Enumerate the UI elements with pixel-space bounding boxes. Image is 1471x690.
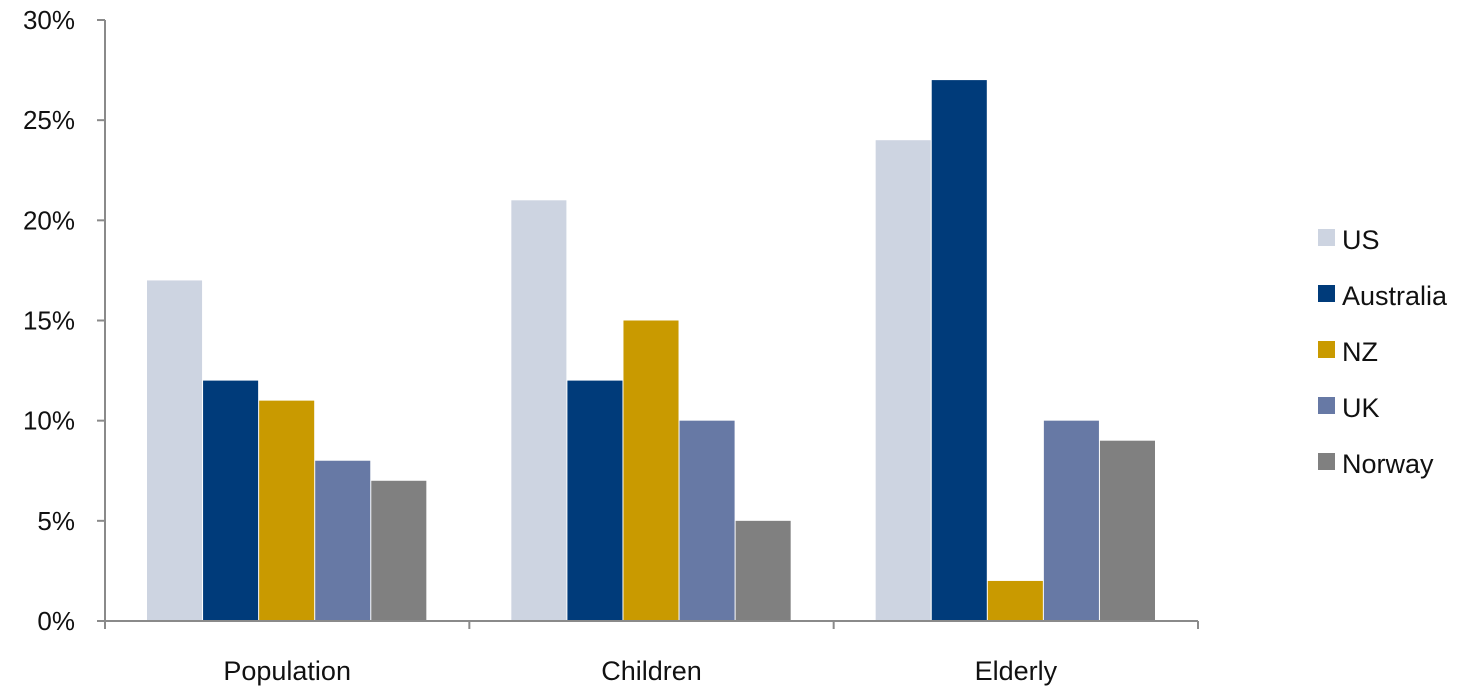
- legend-swatch-uk: [1318, 397, 1335, 414]
- legend-swatch-australia: [1318, 285, 1335, 302]
- bar-uk-elderly: [1043, 420, 1099, 621]
- bar-us-elderly: [875, 140, 931, 621]
- category-label-population: Population: [223, 656, 351, 686]
- x-axis-ticks: [104, 621, 1199, 629]
- bar-australia-children: [567, 380, 623, 621]
- legend: US Australia NZ UK Norway: [1318, 225, 1448, 479]
- bar-australia-population: [203, 380, 259, 621]
- y-tick-label: 25%: [23, 105, 75, 135]
- bar-nz-population: [259, 400, 315, 621]
- y-tick-label: 0%: [37, 606, 75, 636]
- bar-nz-children: [623, 320, 679, 621]
- bar-norway-population: [371, 480, 427, 621]
- y-tick-label: 30%: [23, 5, 75, 35]
- bars: [147, 80, 1155, 622]
- y-axis-ticks: 0% 5% 10% 15% 20% 25% 30%: [23, 5, 105, 636]
- legend-swatch-nz: [1318, 341, 1335, 358]
- category-label-children: Children: [601, 656, 702, 686]
- y-tick-label: 10%: [23, 406, 75, 436]
- bar-uk-children: [679, 420, 735, 621]
- bar-australia-elderly: [931, 80, 987, 622]
- bar-nz-elderly: [987, 580, 1043, 621]
- bar-norway-elderly: [1099, 440, 1155, 621]
- category-label-elderly: Elderly: [975, 656, 1058, 686]
- legend-label-uk: UK: [1342, 393, 1380, 423]
- bar-norway-children: [735, 520, 791, 621]
- bar-uk-population: [315, 460, 371, 621]
- x-axis-category-labels: Population Children Elderly: [223, 656, 1057, 686]
- y-tick-label: 15%: [23, 306, 75, 336]
- bar-us-population: [147, 280, 203, 621]
- y-tick-label: 20%: [23, 205, 75, 235]
- legend-label-nz: NZ: [1342, 337, 1378, 367]
- legend-label-norway: Norway: [1342, 449, 1434, 479]
- y-tick-label: 5%: [37, 506, 75, 536]
- legend-label-australia: Australia: [1342, 281, 1448, 311]
- bar-us-children: [511, 200, 567, 622]
- legend-swatch-us: [1318, 229, 1335, 246]
- legend-label-us: US: [1342, 225, 1380, 255]
- legend-swatch-norway: [1318, 453, 1335, 470]
